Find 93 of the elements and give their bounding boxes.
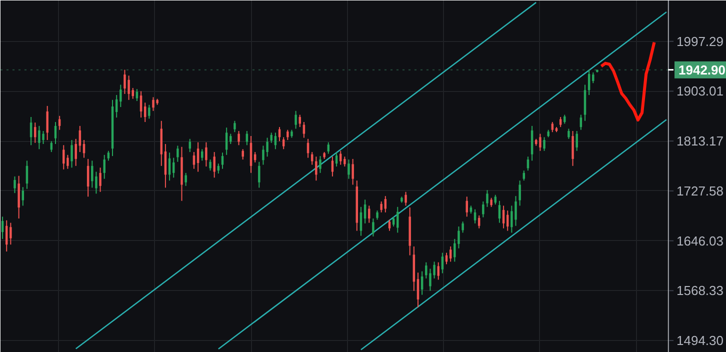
candlestick [74, 138, 77, 166]
candlestick [416, 272, 420, 308]
y-tick-label: 1646.03 [676, 233, 724, 248]
candlestick [441, 252, 444, 274]
candlestick [522, 170, 526, 182]
candlestick [270, 132, 272, 144]
candlestick [352, 158, 354, 186]
candlestick [486, 190, 488, 208]
candlestick [58, 115, 61, 130]
candlestick [148, 104, 150, 120]
candlestick [310, 152, 314, 166]
candlestick [176, 145, 179, 162]
candlestick [331, 156, 334, 177]
candlestick [10, 222, 12, 246]
candlestick [22, 186, 24, 206]
candlestick [18, 175, 20, 219]
candlestick [136, 88, 138, 102]
candlestick [14, 176, 16, 194]
candlestick [376, 210, 378, 220]
candlestick [238, 130, 240, 146]
candlestick [262, 145, 264, 166]
candlestick [339, 150, 342, 166]
candlestick [230, 133, 232, 145]
candlestick [360, 206, 362, 236]
candlestick [364, 199, 366, 224]
candlestick [514, 196, 517, 226]
candlestick [474, 208, 476, 224]
candlestick [462, 221, 464, 234]
candlestick [576, 130, 578, 152]
candlestick [568, 128, 570, 140]
candlestick [315, 156, 318, 182]
candlestick [234, 120, 236, 133]
candlestick [543, 136, 546, 152]
y-tick-label: 1903.01 [676, 84, 724, 99]
candlestick [490, 197, 492, 208]
candlestick [429, 268, 432, 292]
y-tick-label: 1568.33 [676, 283, 724, 298]
candlestick [286, 129, 289, 141]
candlestick [103, 154, 106, 180]
candlestick [282, 136, 285, 150]
candlestick [510, 205, 513, 234]
candlestick [124, 69, 126, 94]
candlestick [54, 122, 57, 145]
candlestick [184, 172, 187, 186]
candlestick [242, 148, 244, 160]
candlestick [498, 200, 501, 224]
candlestick [201, 148, 204, 162]
candlestick [559, 116, 562, 128]
candlestick [437, 262, 440, 280]
candlestick [205, 142, 208, 167]
candlestick [518, 180, 521, 206]
candlestick [196, 142, 200, 172]
candlestick [140, 90, 142, 118]
candlestick [380, 200, 382, 213]
candlestick [368, 205, 370, 224]
candlestick [213, 152, 216, 178]
candlestick [482, 200, 484, 218]
candlestick [396, 206, 399, 234]
candlestick [388, 219, 391, 232]
candlestick [46, 105, 48, 141]
line-series [600, 40, 656, 122]
candlestick [152, 96, 154, 112]
candlestick [344, 156, 346, 167]
candlestick [266, 137, 268, 158]
candlestick [530, 125, 534, 162]
candlestick [120, 84, 122, 108]
candlestick [209, 159, 212, 172]
candlestick [62, 144, 65, 170]
candlestick [128, 75, 130, 100]
candlestick [99, 167, 102, 192]
candlestick [404, 191, 407, 206]
candlestick [449, 246, 452, 262]
y-tick-label: 1813.17 [676, 134, 724, 149]
y-tick-label: 1494.30 [676, 332, 724, 348]
candlestick [539, 133, 542, 152]
candlestick [42, 130, 44, 145]
candlestick [91, 160, 94, 188]
y-tick-label: 1727.58 [676, 183, 724, 198]
candlestick [258, 161, 260, 188]
candlestick [551, 122, 554, 133]
ref-line-label: 1942.90 [678, 62, 726, 78]
candlestick [188, 138, 192, 153]
candlestick [372, 218, 374, 237]
candlestick [348, 159, 350, 180]
candlestick [319, 156, 322, 174]
y-tick-label: 1997.29 [676, 34, 724, 49]
candlestick [327, 142, 330, 154]
candlestick [592, 72, 594, 84]
candlestick [38, 125, 40, 150]
candlestick [572, 130, 574, 166]
candlestick [294, 110, 297, 130]
candlestick [70, 140, 73, 168]
candlestick [107, 150, 110, 162]
